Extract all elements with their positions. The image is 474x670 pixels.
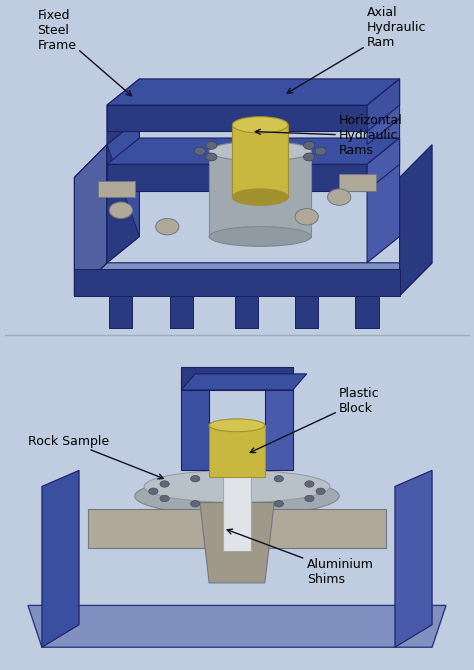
Polygon shape <box>395 470 432 647</box>
Circle shape <box>232 502 242 509</box>
Ellipse shape <box>144 470 330 502</box>
Circle shape <box>274 476 283 482</box>
Polygon shape <box>181 367 293 390</box>
Ellipse shape <box>209 141 311 161</box>
Polygon shape <box>367 119 400 263</box>
Circle shape <box>305 481 314 487</box>
Circle shape <box>295 208 319 225</box>
Circle shape <box>236 138 247 145</box>
Circle shape <box>232 474 242 480</box>
Polygon shape <box>107 138 400 164</box>
Text: Axial
Hydraulic
Ram: Axial Hydraulic Ram <box>287 6 427 93</box>
Circle shape <box>155 218 179 235</box>
Polygon shape <box>42 470 79 647</box>
Polygon shape <box>181 374 307 390</box>
Polygon shape <box>107 79 139 145</box>
Ellipse shape <box>232 189 288 205</box>
Bar <box>88 509 386 547</box>
Circle shape <box>274 500 283 507</box>
Polygon shape <box>74 269 400 295</box>
Text: Rock Sample: Rock Sample <box>28 435 163 479</box>
Polygon shape <box>107 145 139 263</box>
Polygon shape <box>200 502 274 583</box>
Circle shape <box>273 138 284 145</box>
Polygon shape <box>107 105 367 131</box>
Circle shape <box>160 481 169 487</box>
Circle shape <box>206 153 217 161</box>
Circle shape <box>109 202 132 218</box>
Text: Aluminium
Shims: Aluminium Shims <box>227 529 374 586</box>
Text: Horizontal
Hydraulic
Rams: Horizontal Hydraulic Rams <box>255 115 403 157</box>
Circle shape <box>315 147 326 155</box>
Polygon shape <box>400 145 432 295</box>
Polygon shape <box>28 606 446 647</box>
Polygon shape <box>74 145 107 295</box>
Circle shape <box>303 141 315 149</box>
Bar <box>232 125 288 197</box>
Circle shape <box>194 147 205 155</box>
Bar <box>339 174 376 190</box>
Bar <box>295 289 319 328</box>
Circle shape <box>273 157 284 164</box>
Bar <box>170 289 193 328</box>
Circle shape <box>305 495 314 502</box>
Ellipse shape <box>209 419 265 431</box>
Polygon shape <box>107 79 400 105</box>
Bar <box>265 381 293 470</box>
Polygon shape <box>74 263 432 295</box>
Bar <box>181 381 209 470</box>
Polygon shape <box>107 119 139 263</box>
Polygon shape <box>209 151 311 237</box>
Polygon shape <box>74 145 107 295</box>
Circle shape <box>191 500 200 507</box>
Circle shape <box>191 476 200 482</box>
Polygon shape <box>107 164 367 190</box>
Bar <box>109 289 132 328</box>
Bar <box>98 181 135 197</box>
Circle shape <box>316 488 325 494</box>
Ellipse shape <box>209 226 311 247</box>
Ellipse shape <box>232 117 288 133</box>
Circle shape <box>236 157 247 164</box>
Bar <box>209 425 265 477</box>
Text: Plastic
Block: Plastic Block <box>250 387 380 452</box>
Polygon shape <box>367 79 400 131</box>
Polygon shape <box>367 79 400 145</box>
Ellipse shape <box>135 477 339 515</box>
Circle shape <box>328 189 351 205</box>
Circle shape <box>160 495 169 502</box>
Bar <box>356 289 379 328</box>
Circle shape <box>149 488 158 494</box>
Circle shape <box>303 153 315 161</box>
Circle shape <box>206 141 217 149</box>
Polygon shape <box>367 138 400 190</box>
Bar <box>235 289 258 328</box>
Text: Fixed
Steel
Frame: Fixed Steel Frame <box>37 9 131 96</box>
Bar <box>223 461 251 551</box>
